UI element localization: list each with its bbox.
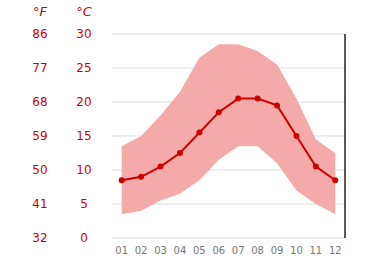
mean-point (313, 164, 319, 170)
mean-point (138, 174, 144, 180)
y-tick-label: 30 (76, 27, 91, 41)
mean-point (177, 150, 183, 156)
y-tick-label: 5 (80, 197, 88, 211)
y-tick-label: 10 (76, 163, 91, 177)
y2-tick-label: 32 (32, 231, 47, 245)
plot-area (119, 44, 339, 214)
y2-tick-label: 59 (32, 129, 47, 143)
x-tick-label: 03 (154, 245, 167, 256)
y-labels: 32 41 50 59 68 77 86 0 5 10 15 20 25 30 °F °C (32, 4, 92, 245)
mean-point (196, 130, 202, 136)
mean-point (293, 133, 299, 139)
mean-point (332, 177, 338, 183)
x-tick-label: 11 (310, 245, 323, 256)
mean-point (216, 109, 222, 115)
y2-tick-label: 77 (32, 61, 47, 75)
x-tick-label: 01 (115, 245, 128, 256)
y2-tick-label: 41 (32, 197, 47, 211)
grid-line (112, 238, 345, 239)
y-tick-label: 20 (76, 95, 91, 109)
x-tick-label: 07 (232, 245, 245, 256)
x-tick-label: 08 (251, 245, 264, 256)
mean-point (274, 102, 280, 108)
range-band (122, 44, 336, 214)
mean-point (235, 96, 241, 102)
y-tick-label: 25 (76, 61, 91, 75)
mean-line (122, 99, 336, 181)
x-tick-label: 10 (290, 245, 303, 256)
y-tick-label: 15 (76, 129, 91, 143)
y-tick-label: 0 (80, 231, 88, 245)
axis-line (344, 34, 346, 238)
grid-line (112, 34, 345, 35)
mean-point (119, 177, 125, 183)
mean-point (255, 96, 261, 102)
x-tick-label: 04 (174, 245, 187, 256)
x-axis: 01 02 03 04 05 06 07 08 09 10 11 12 (115, 245, 341, 256)
y2-tick-label: 86 (32, 27, 47, 41)
x-tick-label: 02 (135, 245, 148, 256)
x-tick-label: 06 (212, 245, 225, 256)
grid (112, 34, 345, 238)
x-tick-label: 05 (193, 245, 206, 256)
x-tick-label: 09 (271, 245, 284, 256)
y2-tick-label: 68 (32, 95, 47, 109)
y-axis-label: °C (76, 4, 93, 19)
mean-point (158, 164, 164, 170)
chart: 32415059687786051015202530°F°C0102030405… (0, 0, 365, 273)
y2-axis-label: °F (33, 4, 48, 19)
y2-tick-label: 50 (32, 163, 47, 177)
x-tick-label: 12 (329, 245, 342, 256)
